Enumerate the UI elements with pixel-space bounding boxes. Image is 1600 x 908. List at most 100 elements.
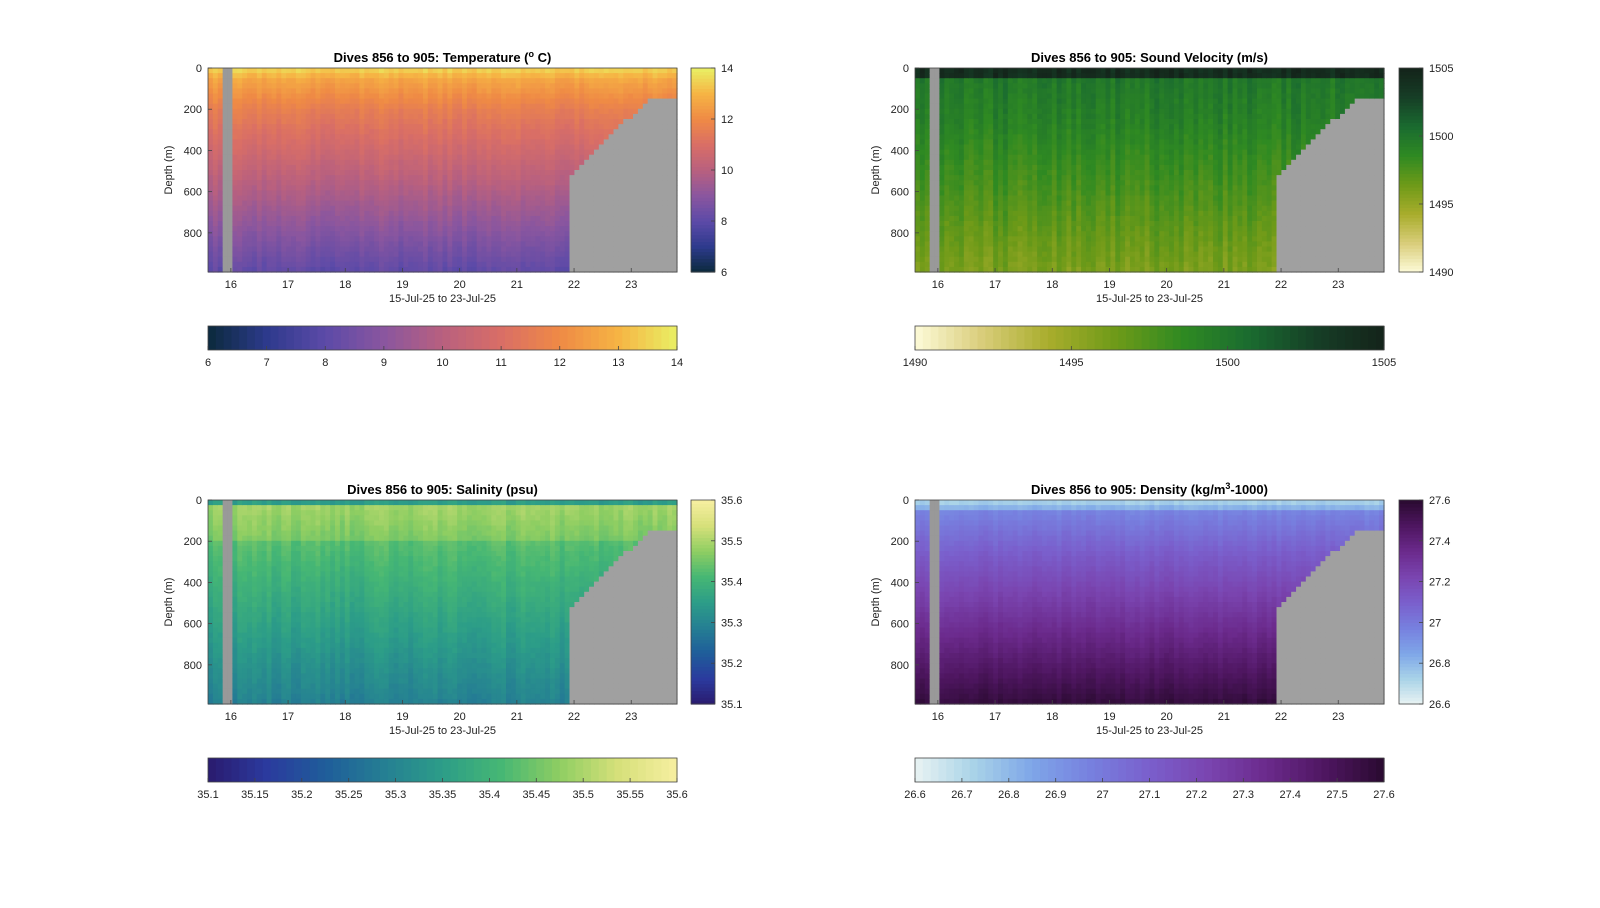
heat-cell bbox=[208, 103, 214, 110]
heat-cell bbox=[501, 149, 507, 156]
heat-cell bbox=[978, 231, 984, 237]
heat-cell bbox=[520, 266, 527, 273]
heat-cell bbox=[276, 261, 282, 268]
x-tick-label: 21 bbox=[511, 279, 523, 291]
colorbar-segment bbox=[691, 187, 715, 191]
heat-cell bbox=[915, 119, 921, 125]
heat-cell bbox=[222, 73, 229, 79]
heat-cell bbox=[924, 73, 931, 79]
heat-cell bbox=[642, 170, 649, 176]
heat-cell bbox=[915, 83, 921, 89]
heat-cell bbox=[647, 129, 654, 135]
heat-cell bbox=[374, 164, 380, 171]
heat-cell bbox=[291, 98, 297, 105]
heat-cell bbox=[1007, 103, 1014, 110]
heat-cell bbox=[958, 78, 965, 84]
heat-cell bbox=[378, 205, 385, 212]
heat-cell bbox=[988, 164, 994, 171]
heat-cell bbox=[242, 134, 248, 140]
heat-cell bbox=[934, 210, 941, 217]
heat-cell bbox=[427, 164, 434, 171]
heat-cell bbox=[222, 221, 229, 227]
heat-cell bbox=[496, 68, 502, 74]
heat-cell bbox=[276, 83, 282, 89]
heat-cell bbox=[584, 83, 590, 89]
heat-cell bbox=[593, 236, 600, 242]
heat-cell bbox=[413, 195, 419, 202]
heat-cell bbox=[212, 129, 219, 135]
heat-cell bbox=[310, 124, 317, 130]
heat-cell bbox=[929, 231, 936, 237]
heat-cell bbox=[276, 195, 282, 202]
heat-cell bbox=[506, 103, 512, 110]
heat-cell bbox=[330, 154, 336, 161]
heat-cell bbox=[388, 103, 395, 110]
heat-cell bbox=[652, 236, 659, 242]
heat-cell bbox=[525, 154, 532, 161]
heat-cell bbox=[934, 159, 941, 166]
heat-cell bbox=[1027, 103, 1033, 110]
heat-cell bbox=[545, 139, 551, 146]
heat-cell bbox=[657, 139, 663, 146]
heat-cell bbox=[276, 226, 282, 232]
heat-cell bbox=[295, 164, 302, 171]
heat-cell bbox=[471, 215, 478, 222]
heat-cell bbox=[540, 236, 546, 242]
heat-cell bbox=[993, 83, 999, 89]
heat-cell bbox=[569, 154, 576, 161]
heat-cell bbox=[408, 241, 414, 248]
heat-cell bbox=[672, 164, 678, 171]
heat-cell bbox=[958, 144, 965, 151]
heat-cell bbox=[310, 139, 317, 146]
heat-cell bbox=[364, 251, 370, 258]
heat-cell bbox=[929, 251, 936, 258]
heat-cell bbox=[388, 88, 395, 95]
heat-cell bbox=[958, 246, 965, 253]
heat-cell bbox=[968, 108, 975, 115]
heat-cell bbox=[286, 205, 292, 212]
heat-cell bbox=[1012, 98, 1019, 105]
heat-cell bbox=[1032, 113, 1038, 120]
heat-cell bbox=[471, 261, 478, 268]
heat-cell bbox=[535, 83, 541, 89]
heat-cell bbox=[1022, 195, 1028, 202]
heat-cell bbox=[339, 119, 346, 125]
heat-cell bbox=[589, 246, 595, 253]
heat-cell bbox=[993, 144, 999, 151]
heat-cell bbox=[496, 200, 502, 207]
heat-cell bbox=[344, 93, 351, 100]
heat-cell bbox=[535, 195, 541, 202]
heat-cell bbox=[403, 226, 409, 232]
heat-cell bbox=[637, 88, 644, 95]
heat-cell bbox=[378, 185, 385, 191]
heat-cell bbox=[569, 246, 576, 253]
heat-cell bbox=[993, 180, 999, 186]
heat-cell bbox=[549, 246, 556, 253]
heat-cell bbox=[545, 221, 551, 227]
heat-cell bbox=[447, 83, 453, 89]
heat-cell bbox=[647, 251, 654, 258]
heat-cell bbox=[349, 68, 356, 74]
heat-cell bbox=[535, 190, 541, 197]
heat-cell bbox=[924, 200, 931, 207]
heat-cell bbox=[647, 113, 654, 120]
heat-cell bbox=[247, 73, 253, 79]
heat-cell bbox=[383, 83, 390, 89]
heat-cell bbox=[545, 149, 551, 156]
heat-cell bbox=[388, 164, 395, 171]
heat-cell bbox=[364, 215, 370, 222]
heat-cell bbox=[466, 180, 473, 186]
heat-cell bbox=[545, 190, 551, 197]
heat-cell bbox=[530, 170, 536, 176]
title-main: Dives 856 to 905: Temperature ( bbox=[334, 50, 530, 65]
heat-cell bbox=[291, 226, 297, 232]
heat-cell bbox=[349, 261, 356, 268]
heat-cell bbox=[1017, 164, 1024, 171]
heat-cell bbox=[924, 241, 931, 248]
heat-cell bbox=[501, 98, 507, 105]
heat-cell bbox=[276, 129, 282, 135]
heat-cell bbox=[998, 78, 1004, 84]
heat-cell bbox=[481, 113, 488, 120]
heat-cell bbox=[291, 195, 297, 202]
heat-cell bbox=[564, 251, 571, 258]
